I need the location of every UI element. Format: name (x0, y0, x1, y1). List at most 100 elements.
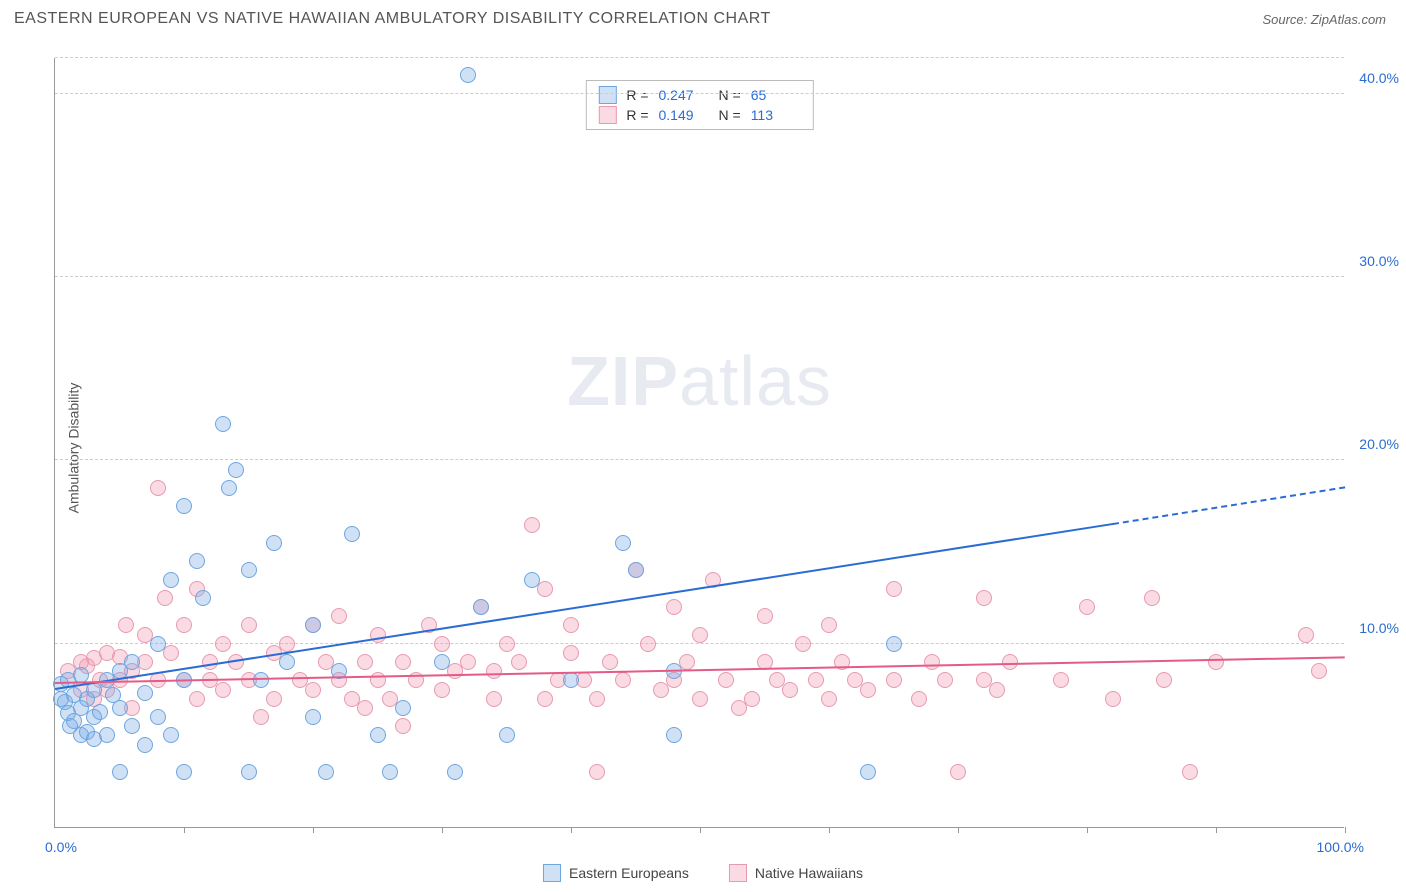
point-series2 (666, 599, 682, 615)
point-series2 (395, 654, 411, 670)
point-series2 (434, 682, 450, 698)
point-series2 (215, 682, 231, 698)
gridline (55, 57, 1344, 58)
point-series2 (241, 617, 257, 633)
point-series2 (989, 682, 1005, 698)
point-series2 (692, 691, 708, 707)
point-series2 (795, 636, 811, 652)
point-series2 (563, 645, 579, 661)
point-series2 (357, 654, 373, 670)
legend-label-2: Native Hawaiians (755, 865, 863, 881)
point-series1 (447, 764, 463, 780)
point-series2 (589, 764, 605, 780)
point-series1 (112, 700, 128, 716)
point-series1 (395, 700, 411, 716)
x-tick (829, 827, 830, 833)
point-series2 (215, 636, 231, 652)
point-series2 (331, 608, 347, 624)
x-axis-min-label: 0.0% (45, 839, 77, 855)
x-tick (184, 827, 185, 833)
point-series2 (744, 691, 760, 707)
n-label-2: N = (719, 107, 741, 123)
point-series1 (150, 636, 166, 652)
swatch-series2 (598, 106, 616, 124)
point-series1 (112, 764, 128, 780)
gridline (55, 276, 1344, 277)
stats-legend: R = 0.247 N = 65 R = 0.149 N = 113 (585, 80, 813, 130)
point-series1 (163, 727, 179, 743)
y-tick-label: 10.0% (1359, 620, 1399, 636)
point-series1 (99, 727, 115, 743)
stats-row-2: R = 0.149 N = 113 (598, 105, 800, 125)
point-series1 (253, 672, 269, 688)
point-series2 (511, 654, 527, 670)
point-series1 (305, 709, 321, 725)
point-series1 (370, 727, 386, 743)
point-series2 (1182, 764, 1198, 780)
point-series1 (382, 764, 398, 780)
point-series2 (757, 608, 773, 624)
point-series2 (499, 636, 515, 652)
point-series1 (176, 764, 192, 780)
r-label-1: R = (626, 87, 648, 103)
legend-swatch-1 (543, 864, 561, 882)
point-series2 (692, 627, 708, 643)
point-series2 (524, 517, 540, 533)
point-series2 (937, 672, 953, 688)
point-series2 (718, 672, 734, 688)
point-series1 (499, 727, 515, 743)
point-series2 (357, 700, 373, 716)
point-series2 (602, 654, 618, 670)
point-series1 (434, 654, 450, 670)
x-tick (958, 827, 959, 833)
point-series1 (666, 727, 682, 743)
point-series1 (137, 737, 153, 753)
source-attribution: Source: ZipAtlas.com (1262, 12, 1386, 27)
point-series1 (137, 685, 153, 701)
point-series2 (563, 617, 579, 633)
plot-area: ZIPatlas R = 0.247 N = 65 R = 0.149 N = … (54, 58, 1344, 828)
point-series2 (150, 480, 166, 496)
point-series1 (176, 498, 192, 514)
point-series1 (886, 636, 902, 652)
point-series1 (241, 562, 257, 578)
legend-label-1: Eastern Europeans (569, 865, 689, 881)
watermark: ZIPatlas (567, 341, 832, 421)
bottom-legend: Eastern Europeans Native Hawaiians (543, 864, 863, 882)
point-series1 (524, 572, 540, 588)
point-series2 (279, 636, 295, 652)
legend-swatch-2 (729, 864, 747, 882)
n-value-2: 113 (751, 107, 801, 123)
point-series2 (1105, 691, 1121, 707)
point-series2 (821, 691, 837, 707)
point-series2 (163, 645, 179, 661)
point-series2 (615, 672, 631, 688)
x-tick (700, 827, 701, 833)
point-series2 (176, 617, 192, 633)
gridline (55, 643, 1344, 644)
point-series1 (163, 572, 179, 588)
point-series2 (305, 682, 321, 698)
point-series2 (266, 691, 282, 707)
gridline (55, 93, 1344, 94)
y-tick-label: 20.0% (1359, 436, 1399, 452)
point-series1 (150, 709, 166, 725)
x-tick (442, 827, 443, 833)
point-series2 (157, 590, 173, 606)
point-series2 (886, 672, 902, 688)
x-tick (571, 827, 572, 833)
x-tick (313, 827, 314, 833)
chart-header: EASTERN EUROPEAN VS NATIVE HAWAIIAN AMBU… (0, 0, 1406, 38)
point-series2 (886, 581, 902, 597)
watermark-atlas: atlas (679, 342, 832, 420)
point-series2 (782, 682, 798, 698)
point-series2 (589, 691, 605, 707)
point-series2 (434, 636, 450, 652)
point-series2 (537, 581, 553, 597)
point-series1 (215, 416, 231, 432)
x-tick (1087, 827, 1088, 833)
point-series2 (640, 636, 656, 652)
y-tick-label: 30.0% (1359, 253, 1399, 269)
point-series2 (860, 682, 876, 698)
point-series2 (976, 590, 992, 606)
